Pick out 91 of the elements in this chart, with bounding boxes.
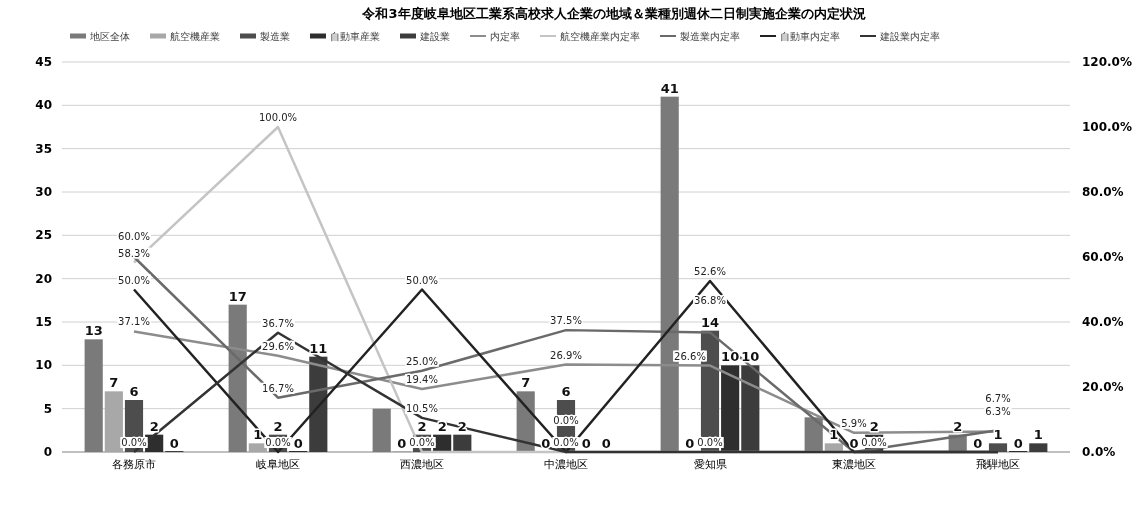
y-tick-label: 20 [35, 271, 52, 286]
data-label: 60.0% [118, 231, 150, 242]
data-label: 1 [253, 427, 263, 443]
data-label: 0.0% [861, 437, 887, 448]
data-label: 0 [581, 436, 591, 451]
y-tick-label: 45 [35, 55, 52, 69]
data-label: 1 [993, 427, 1003, 443]
data-label: 0.0% [553, 415, 579, 426]
data-label: 26.9% [550, 349, 582, 361]
x-tick-label: 東濃地区 [832, 458, 876, 471]
y2-tick-label: 80.0% [1082, 185, 1124, 199]
data-label: 0 [397, 436, 407, 451]
y2-tick-label: 120.0% [1082, 55, 1132, 69]
x-tick-label: 中濃地区 [544, 458, 588, 471]
y-tick-label: 5 [43, 401, 52, 416]
legend-label: 内定率 [490, 31, 520, 42]
legend-label: 航空機産業内定率 [560, 31, 640, 42]
data-label: 2 [417, 418, 427, 434]
y2-tick-label: 100.0% [1082, 120, 1132, 134]
data-label: 10.5% [406, 402, 438, 414]
legend-label: 建設業 [419, 31, 450, 42]
data-label: 19.4% [406, 373, 438, 385]
data-label: 6.3% [985, 405, 1011, 417]
data-label: 5.9% [841, 417, 867, 429]
y-tick-label: 30 [35, 185, 52, 199]
y2-tick-label: 60.0% [1082, 250, 1124, 264]
data-label: 6.7% [985, 393, 1011, 405]
data-label: 25.0% [406, 355, 438, 367]
data-label: 6 [129, 384, 139, 399]
data-label: 50.0% [406, 274, 438, 286]
data-label: 41 [660, 80, 679, 96]
data-label: 10 [721, 349, 740, 365]
data-label: 58.3% [118, 247, 150, 259]
y-tick-label: 40 [35, 98, 52, 113]
legend-label: 航空機産業 [170, 31, 220, 42]
x-tick-label: 飛騨地区 [976, 458, 1020, 471]
y-tick-label: 35 [35, 141, 52, 156]
x-tick-label: 岐阜地区 [256, 458, 300, 471]
data-label: 0 [849, 436, 859, 451]
data-label: 50.0% [118, 274, 150, 286]
data-label: 11 [309, 340, 328, 356]
data-label: 0.0% [121, 437, 147, 448]
data-label: 52.6% [694, 266, 726, 278]
data-label: 2 [869, 418, 879, 434]
y-tick-label: 25 [35, 228, 52, 243]
data-label: 0 [973, 436, 983, 451]
data-label: 1 [829, 427, 839, 443]
y2-tick-label: 20.0% [1082, 380, 1124, 394]
data-label: 1 [1033, 427, 1043, 443]
data-label: 14 [700, 314, 720, 330]
legend-label: 製造業内定率 [680, 31, 740, 42]
data-label: 37.5% [550, 315, 582, 327]
x-tick-label: 西濃地区 [400, 458, 444, 471]
data-label: 0.0% [265, 437, 291, 448]
data-label: 7 [109, 375, 119, 391]
data-label: 2 [953, 418, 963, 434]
data-label: 0 [601, 436, 611, 451]
data-label: 0 [685, 436, 695, 451]
data-label: 0.0% [553, 437, 579, 448]
data-label: 26.6% [674, 350, 706, 362]
data-label: 16.7% [262, 382, 294, 394]
data-label: 36.8% [694, 295, 726, 307]
data-label: 37.1% [118, 316, 150, 328]
data-label: 0.0% [697, 437, 723, 448]
data-label: 13 [84, 323, 103, 339]
y2-tick-label: 40.0% [1082, 315, 1124, 329]
data-label: 100.0% [258, 112, 298, 123]
y2-tick-label: 0.0% [1082, 445, 1116, 459]
data-label: 0 [1013, 436, 1023, 451]
data-label: 0 [293, 436, 303, 451]
x-tick-label: 愛知県 [693, 458, 727, 471]
y-tick-label: 10 [35, 358, 52, 373]
legend-label: 建設業内定率 [879, 31, 940, 42]
data-label: 17 [228, 288, 247, 304]
data-label: 0 [169, 436, 179, 451]
data-label: 0.0% [409, 437, 435, 448]
data-label: 36.7% [262, 317, 294, 329]
data-label: 6 [561, 384, 571, 399]
data-label: 29.6% [262, 340, 294, 352]
data-label: 7 [521, 375, 531, 391]
legend-label: 製造業 [260, 31, 290, 42]
legend-label: 地区全体 [89, 31, 130, 42]
chart-title: 令和3年度岐阜地区工業系高校求人企業の地域＆業種別週休二日制実施企業の内定状況 [361, 6, 866, 21]
data-label: 2 [149, 418, 159, 434]
data-label: 10 [741, 349, 760, 365]
legend-label: 自動車産業 [330, 31, 380, 42]
x-tick-label: 各務原市 [112, 458, 156, 471]
legend-label: 自動車内定率 [780, 31, 840, 42]
y-tick-label: 15 [35, 315, 52, 329]
data-label: 2 [273, 418, 283, 434]
y-tick-label: 0 [43, 445, 52, 459]
